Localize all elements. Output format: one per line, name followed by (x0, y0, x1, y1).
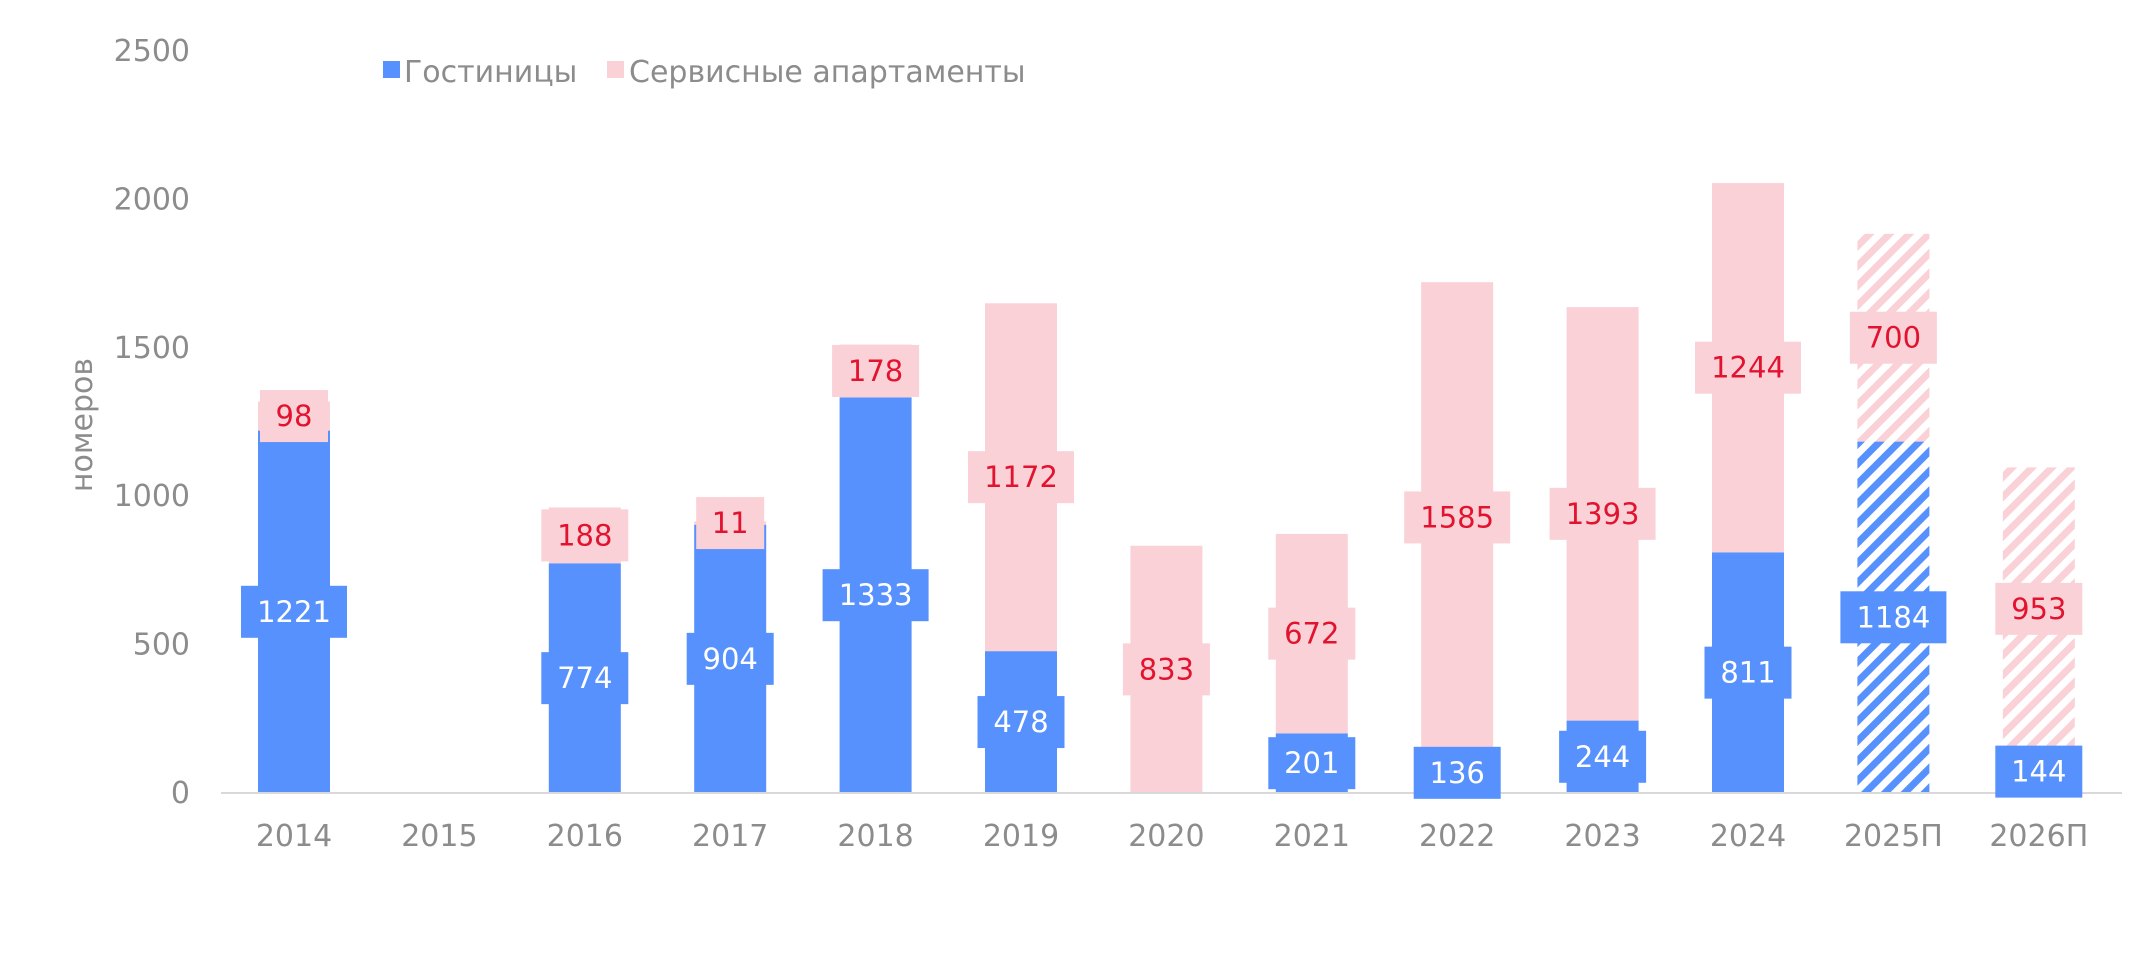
x-tick-label: 2016 (547, 819, 623, 854)
data-label-box (1404, 491, 1511, 544)
x-tick-label: 2022 (1419, 819, 1495, 854)
x-tick-label: 2021 (1274, 819, 1350, 854)
data-label-box (1268, 737, 1356, 790)
data-label-box (686, 632, 774, 685)
data-label-box (1995, 582, 2083, 635)
data-label-box (1695, 341, 1801, 394)
data-label-box (1849, 311, 1937, 364)
data-label-box (541, 652, 629, 705)
x-tick-label: 2017 (692, 819, 768, 854)
data-label: 1333 (839, 578, 913, 612)
x-tick-label: 2015 (401, 819, 477, 854)
data-label-box (1995, 745, 2083, 798)
y-tick-label: 2500 (114, 34, 190, 69)
data-label-box (1413, 746, 1501, 799)
data-label: 672 (1284, 617, 1339, 651)
data-label: 1585 (1420, 500, 1494, 534)
data-label-box (832, 344, 920, 397)
data-label: 136 (1430, 756, 1485, 790)
x-tick-label: 2023 (1564, 819, 1640, 854)
x-tick-label: 2019 (983, 819, 1059, 854)
y-tick-label: 1000 (114, 479, 190, 514)
data-label-box (1268, 607, 1356, 660)
x-tick-label: 2018 (837, 819, 913, 854)
data-label: 904 (703, 642, 758, 676)
data-label-box (696, 497, 765, 550)
data-label: 244 (1575, 740, 1630, 774)
data-label: 1184 (1856, 600, 1930, 634)
data-label-box (1549, 487, 1656, 540)
y-tick-label: 0 (171, 776, 190, 811)
legend-swatch-serviced-apartments (607, 61, 624, 78)
y-axis-ticks: 0 500 1000 1500 2000 2500 (114, 34, 190, 811)
data-label-box (541, 509, 629, 562)
legend-label-hotels: Гостиницы (404, 55, 577, 90)
data-label-box (1559, 730, 1647, 783)
y-axis-title: номеров (65, 358, 100, 492)
data-label: 188 (557, 518, 612, 552)
data-labels-layer: 1221 98 774 188 904 11 1333 178 478 1172 833 201 672… (241, 311, 2083, 799)
data-label: 774 (557, 661, 612, 695)
data-label: 178 (848, 354, 903, 388)
data-label-box (241, 585, 347, 638)
data-label: 98 (276, 399, 313, 433)
data-label: 1172 (984, 460, 1058, 494)
data-label-box (977, 696, 1065, 749)
data-label: 478 (993, 705, 1048, 739)
y-tick-label: 2000 (114, 182, 190, 217)
x-tick-label: 2026П (1989, 819, 2088, 854)
data-label: 953 (2011, 592, 2066, 626)
y-tick-label: 1500 (114, 331, 190, 366)
data-label: 833 (1139, 652, 1194, 686)
data-label: 1393 (1566, 497, 1640, 531)
y-tick-label: 500 (133, 628, 190, 663)
x-tick-label: 2025П (1844, 819, 1943, 854)
legend-swatch-hotels (383, 61, 400, 78)
data-label: 700 (1866, 321, 1921, 355)
data-label-box (260, 390, 328, 443)
data-label-box (1122, 643, 1210, 696)
data-label: 144 (2011, 755, 2066, 789)
data-label-box (968, 451, 1074, 504)
legend-label-serviced-apartments: Сервисные апартаменты (629, 55, 1026, 90)
legend: Гостиницы Сервисные апартаменты (383, 55, 1026, 90)
data-label-box (1704, 646, 1792, 699)
x-tick-label: 2024 (1710, 819, 1786, 854)
data-label: 811 (1720, 656, 1775, 690)
x-tick-label: 2014 (256, 819, 332, 854)
data-label: 1221 (257, 595, 331, 629)
data-label-box (822, 569, 929, 622)
x-axis-ticks: 2014 2015 2016 2017 2018 2019 2020 2021 2022 2023… (256, 819, 2088, 854)
data-label: 1244 (1711, 351, 1785, 385)
data-label: 11 (712, 506, 749, 540)
x-tick-label: 2020 (1128, 819, 1204, 854)
data-label: 201 (1284, 746, 1339, 780)
bars-layer (258, 183, 2075, 793)
data-label-box (1840, 591, 1947, 644)
